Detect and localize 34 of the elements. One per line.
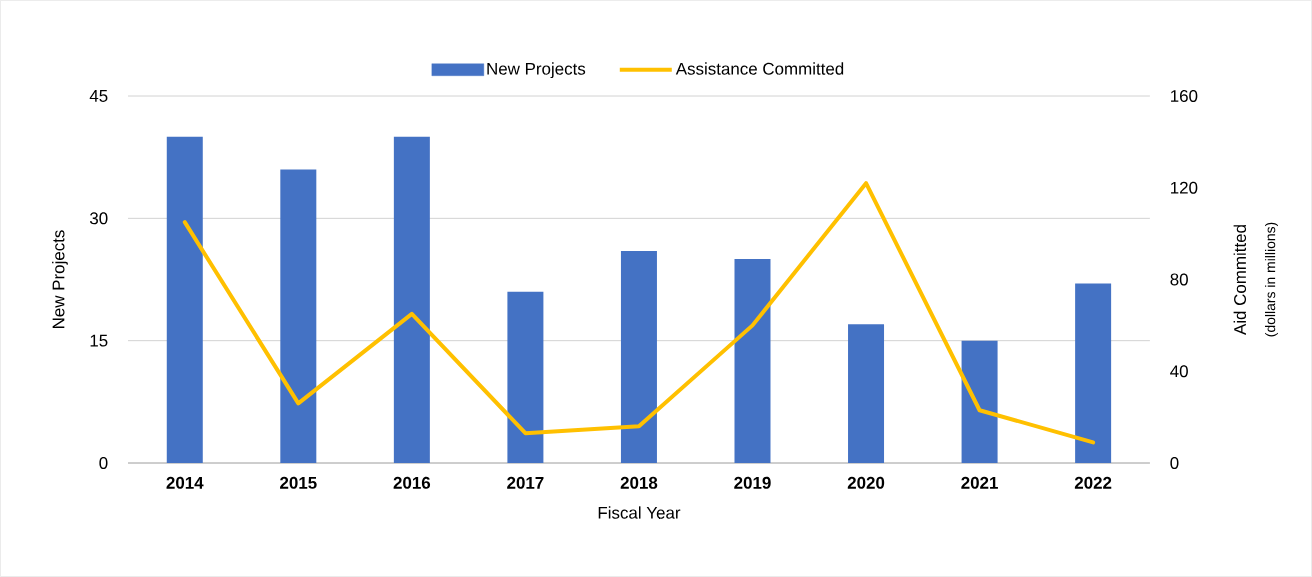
y-tick-label: 30 <box>89 212 108 225</box>
legend-label: Assistance Committed <box>675 62 844 75</box>
bar <box>507 291 544 463</box>
y2-tick-label: 0 <box>1170 457 1179 469</box>
y-tick-label: 0 <box>99 457 108 469</box>
y2-tick-label: 160 <box>1171 90 1198 102</box>
line-series <box>182 181 1096 445</box>
x-tick-label: 2022 <box>1074 476 1112 489</box>
x-tick-label: 2014 <box>166 476 204 489</box>
bar <box>961 340 998 463</box>
x-tick-label: 2018 <box>620 476 658 489</box>
y-tick-label: 45 <box>89 90 108 102</box>
x-tick-label: 2017 <box>507 476 544 489</box>
y2-tick-label: 40 <box>1170 365 1188 378</box>
bar <box>280 169 317 463</box>
x-tick-label: 2019 <box>734 476 771 489</box>
bar <box>734 259 771 463</box>
y2-tick-label: 80 <box>1170 273 1188 286</box>
x-tick-label: 2016 <box>393 476 431 489</box>
bar <box>620 250 657 463</box>
y2-axis-title: Aid Committed <box>1233 225 1247 335</box>
bar <box>1075 283 1112 463</box>
y2-tick-label: 120 <box>1171 181 1198 194</box>
x-tick-label: 2021 <box>961 476 998 489</box>
x-tick-label: 2015 <box>280 476 317 489</box>
y-tick-label: 15 <box>90 334 108 347</box>
bar <box>848 324 885 463</box>
text: (dollars in millions) <box>1265 222 1278 337</box>
legend-label: New Projects <box>487 62 586 79</box>
bar <box>393 136 430 463</box>
x-tick-label: 2020 <box>847 476 885 489</box>
x-axis-title: Fiscal Year <box>598 506 681 519</box>
y-axis-title: New Projects <box>52 230 68 328</box>
bar <box>166 136 203 463</box>
